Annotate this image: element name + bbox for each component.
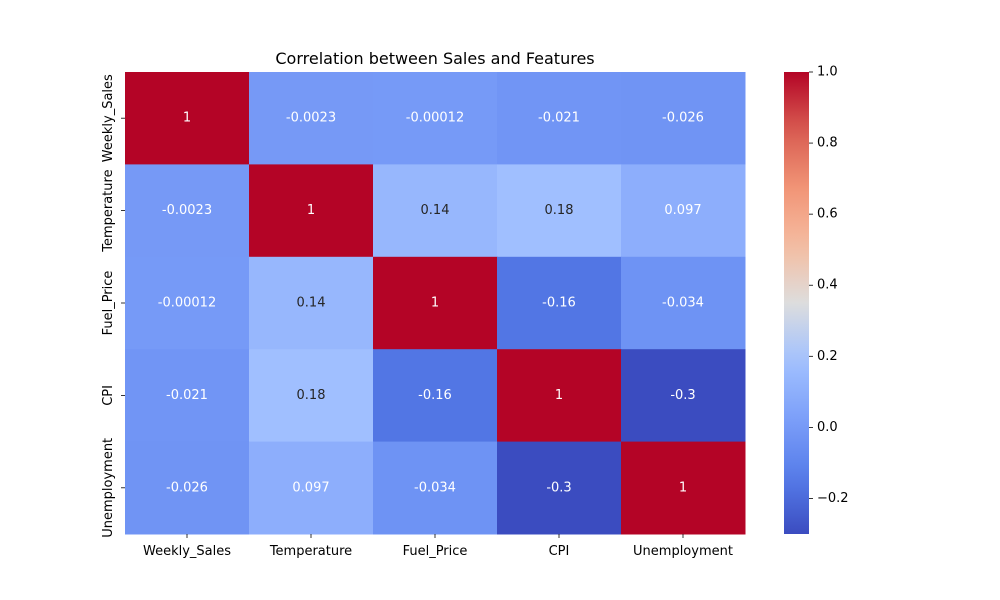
heatmap-cell [249, 164, 374, 258]
heatmap-cell [621, 72, 746, 165]
heatmap-cell [249, 72, 374, 165]
heatmap-cell-label: -0.0023 [162, 203, 212, 218]
x-tick-label: Fuel_Price [403, 544, 468, 559]
heatmap-cell [621, 441, 746, 535]
heatmap-cells: 1 -0.0023 -0.00012 -0.021 -0.026 -0.0023 1 0.14… [125, 72, 746, 535]
colorbar-tick-label: −0.2 [817, 491, 849, 506]
heatmap-cell [249, 441, 374, 535]
heatmap-cell [125, 72, 250, 165]
colorbar-tick-label: 0.0 [817, 420, 838, 435]
chart-title: Correlation between Sales and Features [275, 49, 594, 68]
y-tick-label: Temperature [101, 169, 116, 252]
heatmap-cell [497, 256, 622, 350]
heatmap-cell-label: 0.18 [297, 388, 326, 403]
colorbar-tick-label: 0.8 [817, 136, 838, 151]
y-tick-label: Fuel_Price [101, 271, 116, 336]
heatmap-cell-label: -0.034 [414, 480, 456, 495]
x-axis-ticks: Weekly_Sales Temperature Fuel_Price CPI Unem… [143, 534, 733, 559]
x-tick-label: Weekly_Sales [143, 544, 231, 559]
heatmap-cell [373, 441, 498, 535]
heatmap-cell-label: -0.16 [418, 388, 452, 403]
heatmap-cell [497, 349, 622, 443]
x-tick-label: Temperature [269, 544, 352, 559]
heatmap-cell-label: -0.3 [670, 388, 695, 403]
heatmap-cell-label: -0.026 [166, 480, 208, 495]
heatmap-cell-label: -0.021 [166, 388, 208, 403]
heatmap-cell-label: -0.034 [662, 296, 704, 311]
heatmap-cell-label: 1 [183, 111, 191, 126]
heatmap-cell-label: -0.3 [546, 480, 571, 495]
colorbar-tick-label: 0.4 [817, 278, 838, 293]
heatmap-cell [497, 441, 622, 535]
heatmap-cell-label: -0.00012 [158, 296, 216, 311]
heatmap-cell-label: -0.026 [662, 111, 704, 126]
y-tick-label: CPI [101, 385, 116, 406]
colorbar: −0.2 0.0 0.2 0.4 0.6 0.8 1.0 [784, 65, 849, 534]
heatmap-cell-label: 0.097 [292, 480, 329, 495]
heatmap-cell [373, 256, 498, 350]
heatmap-cell [621, 349, 746, 443]
heatmap-cell [497, 164, 622, 258]
heatmap-cell [621, 256, 746, 350]
heatmap-cell-label: 0.14 [297, 296, 326, 311]
colorbar-ticks: −0.2 0.0 0.2 0.4 0.6 0.8 1.0 [809, 65, 849, 506]
colorbar-tick-label: 0.2 [817, 349, 838, 364]
heatmap-cell-label: -0.00012 [406, 111, 464, 126]
heatmap-cell [497, 72, 622, 165]
heatmap-cell-label: 0.097 [664, 203, 701, 218]
heatmap-cell [125, 349, 250, 443]
colorbar-tick-label: 0.6 [817, 207, 838, 222]
colorbar-tick-label: 1.0 [817, 65, 838, 80]
heatmap-cell [249, 349, 374, 443]
heatmap-cell [621, 164, 746, 258]
heatmap-cell-label: -0.0023 [286, 111, 336, 126]
x-tick-label: Unemployment [633, 544, 733, 559]
colorbar-gradient [784, 72, 809, 534]
heatmap-cell-label: 1 [555, 388, 563, 403]
heatmap-cell [249, 256, 374, 350]
heatmap-cell [125, 441, 250, 535]
heatmap-cell [373, 164, 498, 258]
heatmap-cell [373, 349, 498, 443]
heatmap-cell-label: -0.021 [538, 111, 580, 126]
y-tick-label: Unemployment [101, 438, 116, 538]
heatmap-cell-label: 1 [679, 480, 687, 495]
heatmap-cell-label: 1 [431, 296, 439, 311]
y-axis-ticks: Weekly_Sales Temperature Fuel_Price CPI Unem… [101, 74, 125, 538]
x-tick-label: CPI [549, 544, 570, 559]
heatmap-cell [125, 164, 250, 258]
heatmap-cell-label: 1 [307, 203, 315, 218]
heatmap-cell-label: 0.18 [545, 203, 574, 218]
heatmap-cell [373, 72, 498, 165]
y-tick-label: Weekly_Sales [101, 74, 116, 162]
heatmap-cell-label: 0.14 [421, 203, 450, 218]
heatmap-cell [125, 256, 250, 350]
heatmap-cell-label: -0.16 [542, 296, 576, 311]
